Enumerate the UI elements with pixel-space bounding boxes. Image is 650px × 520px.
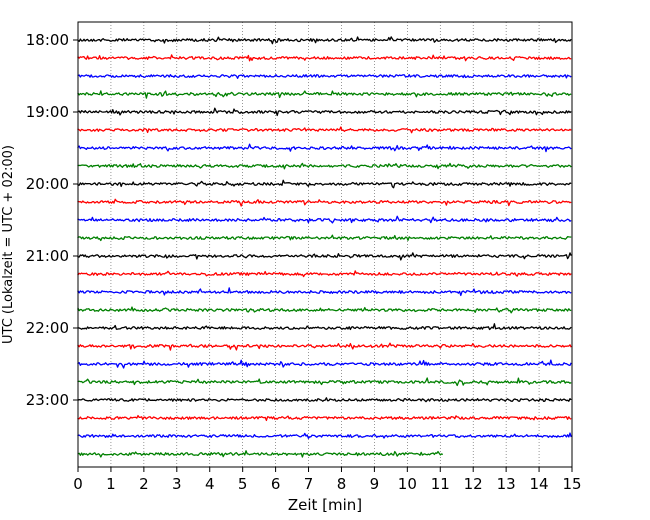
plot-frame <box>77 21 573 468</box>
trace-line <box>77 179 572 189</box>
x-tick-label: 4 <box>205 475 215 493</box>
trace-line <box>77 323 572 331</box>
trace-line <box>77 397 572 403</box>
trace-line <box>77 252 572 261</box>
y-tick-label: 21:00 <box>26 247 69 265</box>
x-tick-label: 7 <box>304 475 314 493</box>
trace-line <box>77 162 572 170</box>
trace-line <box>77 414 572 422</box>
y-tick-label: 23:00 <box>26 391 69 409</box>
trace-line <box>77 74 572 79</box>
x-tick-label: 9 <box>370 475 380 493</box>
x-tick-label: 13 <box>497 475 516 493</box>
x-axis-label: Zeit [min] <box>288 496 362 514</box>
x-tick-label: 8 <box>337 475 347 493</box>
y-tick-label: 18:00 <box>26 31 69 49</box>
x-tick-label: 5 <box>238 475 248 493</box>
trace-line <box>77 143 572 153</box>
trace-line <box>77 36 572 45</box>
trace-line <box>77 54 572 62</box>
trace-layer <box>77 36 572 458</box>
x-tick-label: 2 <box>139 475 149 493</box>
trace-line <box>77 306 572 314</box>
trace-line <box>77 450 444 458</box>
trace-line <box>77 126 572 134</box>
y-tick-label: 19:00 <box>26 103 69 121</box>
x-tick-label: 6 <box>271 475 281 493</box>
x-tick-label: 14 <box>530 475 549 493</box>
x-tick-label: 0 <box>73 475 83 493</box>
y-axis-ticks: 18:00 19:00 20:00 21:00 22:00 23:00 <box>26 31 78 409</box>
x-tick-label: 12 <box>464 475 483 493</box>
x-tick-label: 10 <box>398 475 417 493</box>
x-axis-ticks: 0 1 2 3 4 5 6 7 8 9 10 11 12 13 14 15 <box>73 467 582 493</box>
trace-line <box>77 215 572 224</box>
trace-line <box>77 198 572 207</box>
trace-line <box>77 90 572 99</box>
y-tick-label: 22:00 <box>26 319 69 337</box>
trace-line <box>77 270 572 278</box>
trace-line <box>77 287 572 297</box>
y-tick-label: 20:00 <box>26 175 69 193</box>
trace-line <box>77 234 572 242</box>
y-axis-label: UTC (Lokalzeit = UTC + 02:00) <box>1 145 16 344</box>
x-tick-label: 1 <box>106 475 116 493</box>
trace-line <box>77 342 572 351</box>
x-tick-label: 3 <box>172 475 182 493</box>
trace-line <box>77 432 572 439</box>
trace-line <box>77 107 572 117</box>
x-tick-label: 15 <box>562 475 581 493</box>
trace-line <box>77 359 572 369</box>
x-tick-label: 11 <box>431 475 450 493</box>
trace-line <box>77 377 572 387</box>
